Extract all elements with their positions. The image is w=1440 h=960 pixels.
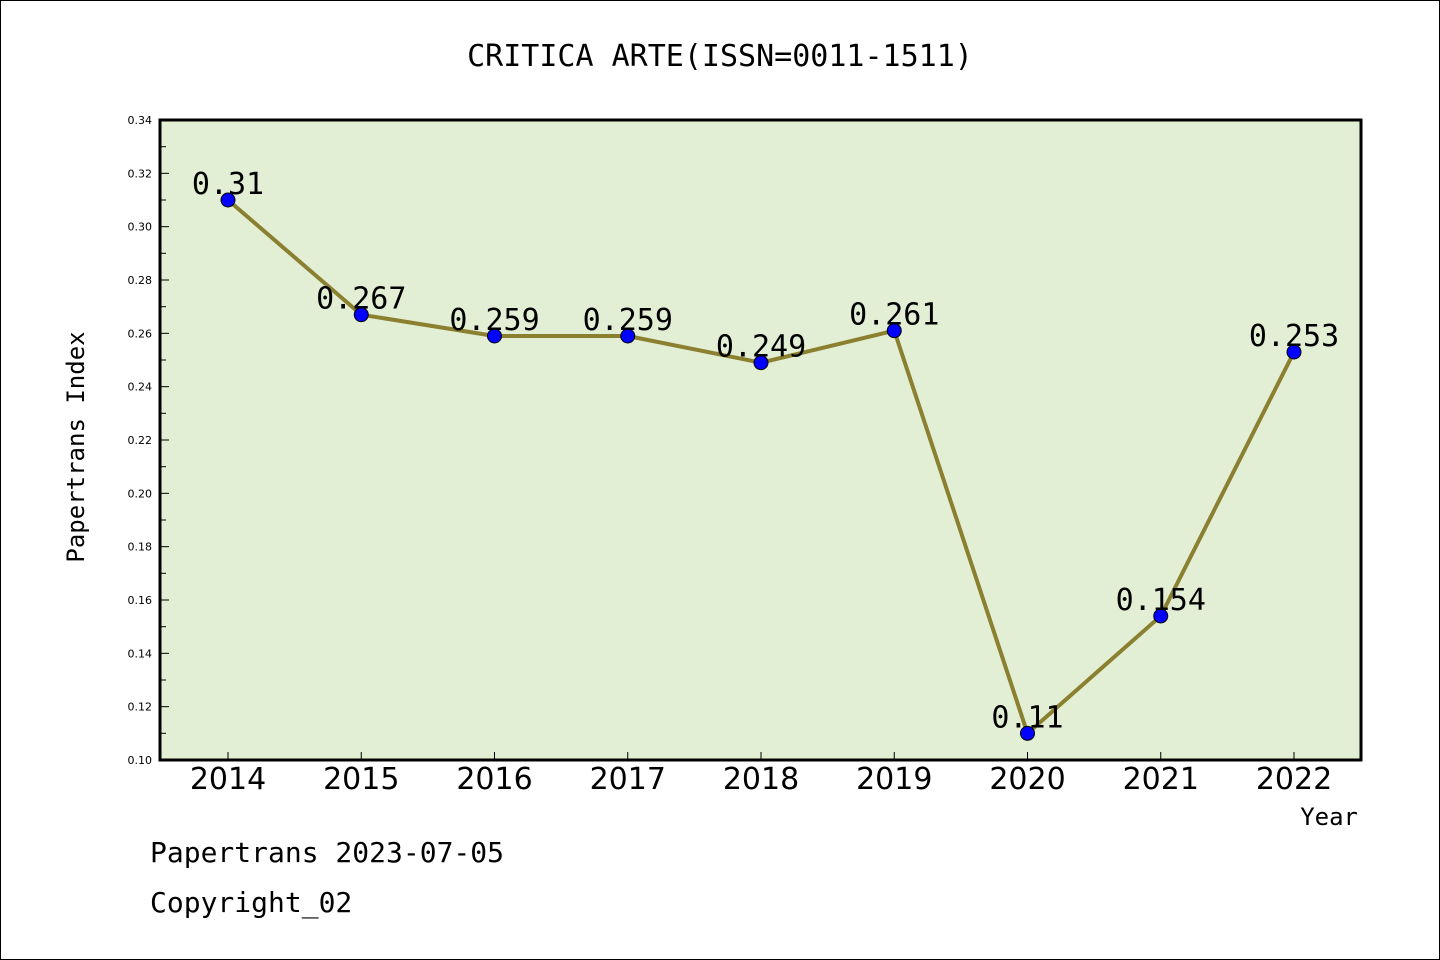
chart-title: CRITICA ARTE(ISSN=0011-1511) [467, 39, 973, 74]
x-tick-label: 2015 [323, 762, 399, 797]
data-label: 0.154 [1116, 583, 1206, 618]
y-tick-label: 0.26 [128, 327, 153, 340]
y-tick-label: 0.14 [128, 647, 153, 660]
data-label: 0.259 [583, 303, 673, 338]
y-tick-label: 0.28 [128, 274, 153, 287]
x-axis: 2014 2015 2016 2017 2018 2019 2020 2021 2022 [190, 752, 1332, 797]
data-point [1286, 344, 1302, 360]
y-tick-label: 0.12 [128, 701, 153, 714]
y-tick-label: 0.16 [128, 594, 153, 607]
y-tick-label: 0.32 [128, 167, 153, 180]
data-point [886, 323, 902, 339]
x-tick-label: 2022 [1256, 762, 1332, 797]
data-label: 0.249 [716, 330, 806, 365]
data-point [753, 355, 769, 371]
footer-copyright: Copyright_02 [150, 886, 353, 919]
y-tick-label: 0.24 [128, 381, 153, 394]
x-tick-label: 2019 [856, 762, 932, 797]
y-tick-label: 0.20 [128, 487, 153, 500]
data-label: 0.253 [1249, 319, 1339, 354]
x-tick-label: 2014 [190, 762, 266, 797]
y-tick-label: 0.18 [128, 541, 153, 554]
data-label: 0.261 [849, 298, 939, 333]
data-label: 0.31 [192, 167, 264, 202]
y-tick-label: 0.34 [128, 114, 153, 127]
data-point [353, 307, 369, 323]
x-tick-label: 2017 [590, 762, 666, 797]
x-tick-label: 2020 [989, 762, 1065, 797]
data-point [1020, 725, 1035, 741]
series-layer: 0.31 0.267 0.259 0.259 0.249 0.261 0.11 0.154 0.… [192, 167, 1339, 741]
x-tick-label: 2018 [723, 762, 799, 797]
x-axis-label: Year [1300, 803, 1358, 831]
x-tick-label: 2016 [456, 762, 532, 797]
data-point [487, 328, 502, 344]
x-tick-label: 2021 [1123, 762, 1199, 797]
y-axis: 0.10 0.12 0.14 0.16 0.18 0.20 0.22 0.24 0.26 0.28… [128, 114, 169, 767]
plot-area [158, 118, 1363, 762]
y-axis-label: Papertrans Index [62, 331, 90, 562]
y-tick-label: 0.10 [128, 754, 153, 767]
data-label: 0.259 [449, 303, 539, 338]
footer-date: Papertrans 2023-07-05 [150, 836, 505, 869]
data-label: 0.11 [991, 700, 1063, 735]
data-point [1153, 608, 1169, 624]
y-tick-label: 0.22 [128, 434, 153, 447]
data-point [620, 328, 636, 344]
y-tick-label: 0.30 [128, 221, 153, 234]
data-point [220, 192, 236, 208]
data-label: 0.267 [316, 282, 406, 317]
